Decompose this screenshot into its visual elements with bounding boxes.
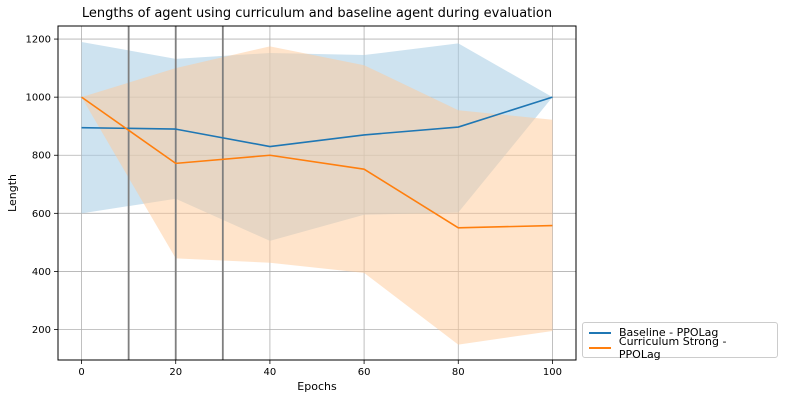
x-tick-label: 20 bbox=[169, 367, 182, 378]
line-layer bbox=[81, 96, 553, 229]
legend-label-curriculum: Curriculum Strong - PPOLag bbox=[618, 334, 727, 361]
legend-swatch-baseline bbox=[589, 331, 611, 334]
y-tick-label: 200 bbox=[32, 325, 51, 336]
legend-item-baseline: Baseline - PPOLag bbox=[589, 325, 771, 340]
y-axis-label: Length bbox=[6, 174, 19, 212]
y-tick-label: 600 bbox=[32, 209, 51, 220]
chart-title: Lengths of agent using curriculum and ba… bbox=[82, 6, 552, 21]
marker-layer bbox=[127, 26, 224, 360]
x-axis-label: Epochs bbox=[297, 380, 337, 393]
band-curriculum bbox=[81, 46, 553, 345]
band-layer bbox=[81, 41, 553, 345]
x-tick-label: 60 bbox=[358, 367, 371, 378]
series-line-baseline bbox=[81, 96, 553, 148]
x-tick-label: 0 bbox=[78, 367, 84, 378]
x-tick-label: 40 bbox=[264, 367, 277, 378]
y-tick-label: 800 bbox=[32, 151, 51, 162]
plot-frame bbox=[57, 25, 577, 361]
y-tick-label: 400 bbox=[32, 267, 51, 278]
series-line-curriculum bbox=[81, 96, 553, 229]
x-tick-label: 80 bbox=[452, 367, 465, 378]
y-tick-label: 1200 bbox=[26, 35, 51, 46]
tick-layer: 0 20 40 60 80 100 200 400 600 800 1000 1200 bbox=[26, 35, 562, 378]
legend-item-curriculum: Curriculum Strong - PPOLag bbox=[589, 335, 771, 361]
legend-swatch-curriculum bbox=[589, 346, 611, 349]
y-tick-label: 1000 bbox=[26, 93, 51, 104]
x-tick-label: 100 bbox=[543, 367, 562, 378]
legend: Baseline - PPOLag Curriculum Strong - PP… bbox=[582, 322, 778, 361]
legend-label-baseline: Baseline - PPOLag bbox=[619, 326, 719, 339]
